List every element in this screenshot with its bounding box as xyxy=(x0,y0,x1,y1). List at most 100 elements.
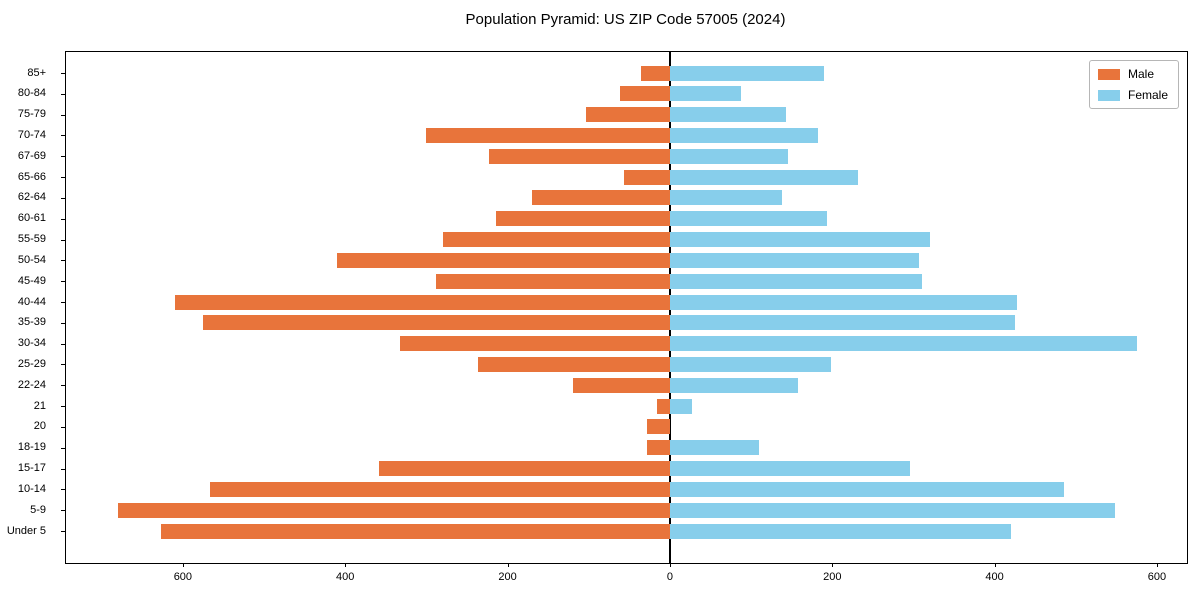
y-tick-label: 67-69 xyxy=(17,149,46,162)
y-tick-mark xyxy=(61,73,65,74)
y-tick-label: 20 xyxy=(33,420,46,433)
x-tick-label: 400 xyxy=(985,571,1004,583)
female-bar xyxy=(669,481,1064,497)
x-tick-mark xyxy=(994,563,996,567)
y-tick-mark xyxy=(61,156,65,158)
y-tick-mark xyxy=(61,406,65,408)
x-tick-label: 400 xyxy=(336,571,355,583)
x-tick-label: 200 xyxy=(498,571,517,583)
x-tick-label: 600 xyxy=(1147,571,1167,583)
male-bar xyxy=(337,252,670,268)
male-bar xyxy=(619,86,670,102)
x-tick-mark xyxy=(832,563,834,567)
y-tick-mark xyxy=(61,489,65,491)
y-tick-label: 65-66 xyxy=(17,170,46,183)
y-tick-label: 80-84 xyxy=(17,87,46,100)
x-tick-mark xyxy=(507,563,509,567)
female-bar xyxy=(669,232,931,248)
female-bar xyxy=(669,273,923,289)
y-tick-label: 60-61 xyxy=(17,212,46,225)
male-bar xyxy=(531,190,670,206)
legend-item-male: Male xyxy=(1097,67,1168,81)
y-tick-mark xyxy=(61,322,65,324)
male-bar xyxy=(573,377,670,393)
female-bar xyxy=(669,398,692,414)
female-bar xyxy=(669,315,1015,331)
chart-title: Population Pyramid: US ZIP Code 57005 (2… xyxy=(465,11,786,28)
male-bar xyxy=(496,211,670,227)
plot-area: 85+ 80-84 75-79 70-74 67-69 65-66 62-64 60-61 55… xyxy=(7,51,1188,583)
legend-female-label: Female xyxy=(1127,88,1168,102)
y-tick-label: 21 xyxy=(33,399,46,412)
y-tick-label: 10-14 xyxy=(17,482,46,495)
y-tick-mark xyxy=(61,426,65,428)
y-tick-mark xyxy=(61,177,65,179)
male-bar xyxy=(586,107,670,123)
y-tick-mark xyxy=(61,135,65,137)
x-tick-label: 600 xyxy=(173,571,193,583)
male-bar xyxy=(647,419,670,435)
female-bar xyxy=(669,440,760,456)
female-bar xyxy=(669,294,1018,310)
y-tick-label: 85+ xyxy=(27,66,46,79)
x-tick-label: 0 xyxy=(666,571,673,583)
male-bar xyxy=(640,65,670,81)
y-tick-mark xyxy=(61,239,65,241)
male-bar xyxy=(488,148,670,164)
female-bar xyxy=(669,127,819,143)
y-tick-label: 30-34 xyxy=(17,337,46,350)
y-tick-mark xyxy=(61,343,65,345)
y-tick-mark xyxy=(61,510,65,512)
y-tick-label: 40-44 xyxy=(17,295,46,308)
male-bar xyxy=(442,232,670,248)
male-bar xyxy=(399,336,670,352)
male-bar xyxy=(117,502,670,518)
y-tick-label: 35-39 xyxy=(17,316,46,329)
y-tick-mark xyxy=(61,218,65,220)
y-tick-mark xyxy=(61,197,65,199)
female-bar xyxy=(669,356,832,372)
x-tick-mark xyxy=(669,563,671,567)
female-bar xyxy=(669,502,1115,518)
y-tick-mark xyxy=(61,114,65,116)
male-swatch-icon xyxy=(1097,68,1120,80)
female-bar xyxy=(669,377,799,393)
legend-male-label: Male xyxy=(1127,67,1154,81)
legend-item-female: Female xyxy=(1097,88,1168,102)
male-bar xyxy=(203,315,670,331)
y-tick-label: 70-74 xyxy=(17,128,46,141)
female-bar xyxy=(669,211,828,227)
legend: Male Female xyxy=(1088,60,1179,109)
female-bar xyxy=(669,65,825,81)
x-tick-mark xyxy=(1156,563,1158,567)
male-bar xyxy=(174,294,670,310)
male-bar xyxy=(160,523,670,539)
female-swatch-icon xyxy=(1097,89,1120,101)
y-tick-mark xyxy=(61,531,65,532)
x-tick-label: 200 xyxy=(823,571,842,583)
female-bar xyxy=(669,86,741,102)
y-tick-mark xyxy=(61,260,65,262)
x-tick-mark xyxy=(182,563,184,567)
x-tick-mark xyxy=(345,563,347,567)
y-tick-mark xyxy=(61,281,65,283)
y-tick-label: 25-29 xyxy=(17,357,46,370)
y-tick-label: Under 5 xyxy=(6,524,46,537)
y-tick-label: 22-24 xyxy=(17,378,46,391)
y-tick-label: 50-54 xyxy=(17,253,46,266)
male-bar xyxy=(656,398,670,414)
female-bar xyxy=(669,169,859,185)
y-tick-mark xyxy=(61,302,65,303)
male-bar xyxy=(436,273,670,289)
y-tick-label: 75-79 xyxy=(17,108,46,121)
male-bar xyxy=(379,461,670,477)
y-tick-label: 55-59 xyxy=(17,233,46,246)
male-bar xyxy=(425,127,670,143)
y-tick-mark xyxy=(61,93,65,95)
y-tick-mark xyxy=(61,385,65,387)
female-bar xyxy=(669,107,786,123)
y-tick-label: 62-64 xyxy=(17,191,46,204)
female-bar xyxy=(669,336,1137,352)
female-bar xyxy=(669,523,1011,539)
